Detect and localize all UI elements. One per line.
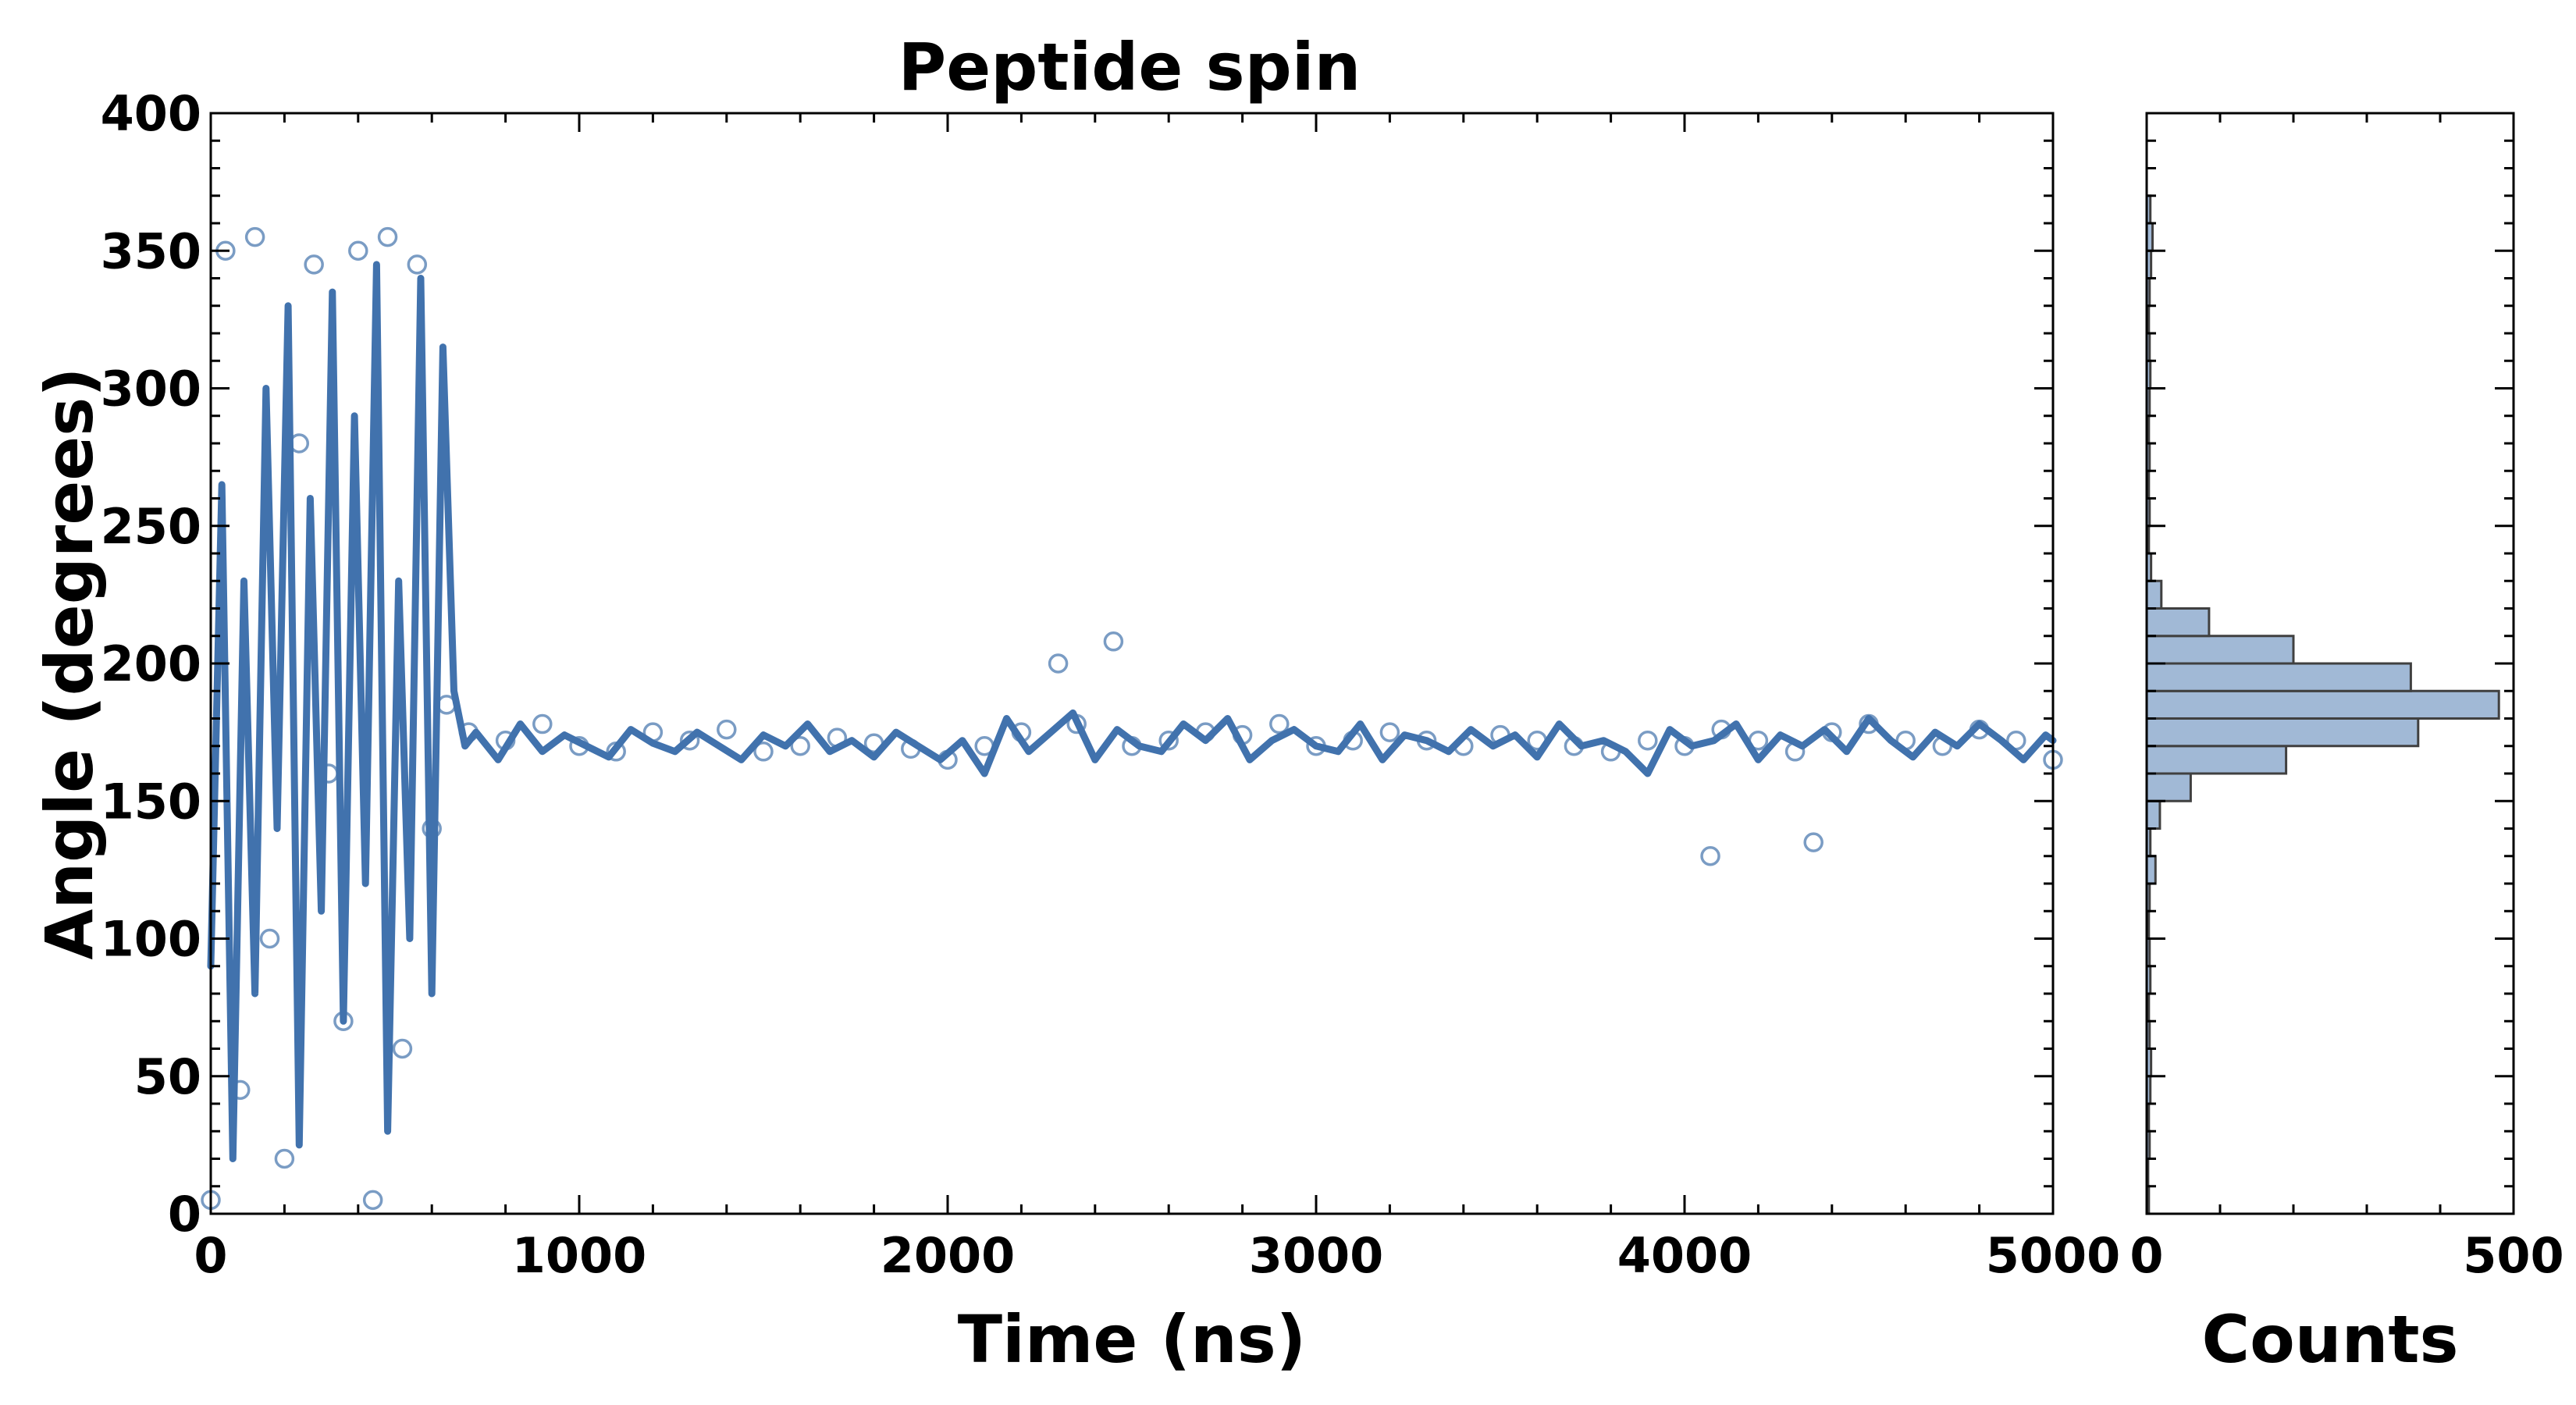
scatter-point xyxy=(304,254,324,275)
histogram-bar xyxy=(2145,579,2163,610)
x-tick-label: 0 xyxy=(194,1227,227,1284)
x-tick-label: 4000 xyxy=(1617,1227,1752,1284)
y-tick-label: 100 xyxy=(101,911,201,968)
histogram-bars xyxy=(2145,194,2500,1215)
x-axis-label: Time (ns) xyxy=(958,1301,1306,1378)
chart-title: Peptide spin xyxy=(898,29,1361,105)
scatter-point xyxy=(1638,730,1658,751)
scatter-point xyxy=(407,254,428,275)
histogram-x-tick-label: 0 xyxy=(2129,1227,2163,1284)
y-tick-label: 400 xyxy=(101,85,201,142)
scatter-point xyxy=(790,736,810,756)
y-tick-label: 350 xyxy=(101,222,201,279)
histogram-bar xyxy=(2145,772,2192,802)
y-tick-label: 150 xyxy=(101,773,201,830)
scatter-points xyxy=(201,226,2063,1211)
histogram-bar xyxy=(2145,607,2211,638)
scatter-point xyxy=(392,1038,413,1059)
scatter-point xyxy=(259,928,280,949)
scatter-point xyxy=(1269,713,1290,735)
scatter-point xyxy=(1158,730,1179,751)
histogram-bar xyxy=(2145,799,2161,830)
y-axis-label: Angle (degrees) xyxy=(31,367,108,959)
scatter-point xyxy=(1700,846,1720,866)
y-tick-label: 300 xyxy=(101,361,201,418)
scatter-point xyxy=(1048,653,1069,674)
histogram-bar xyxy=(2145,662,2412,692)
histogram-x-axis-label: Counts xyxy=(2201,1301,2458,1378)
histogram-x-tick-labels: 0 500 xyxy=(2129,1227,2564,1284)
histogram-x-tick-label: 500 xyxy=(2463,1227,2564,1284)
scatter-point xyxy=(1803,832,1823,852)
y-tick-label: 200 xyxy=(101,635,201,692)
x-tick-label: 5000 xyxy=(1986,1227,2121,1284)
y-tick-label: 50 xyxy=(134,1048,201,1105)
histogram-panel: 0 500 Counts xyxy=(2129,112,2564,1378)
scatter-point xyxy=(244,226,265,247)
histogram-bar xyxy=(2145,717,2420,748)
main-panel: Peptide spin 0 1000 2000 3000 4000 5000 0 50 10… xyxy=(31,29,2120,1378)
main-plot-frame xyxy=(209,112,2055,1215)
scatter-point xyxy=(717,719,737,740)
x-tick-label: 1000 xyxy=(512,1227,647,1284)
y-tick-labels: 0 50 100 150 200 250 300 350 400 xyxy=(101,85,201,1243)
scatter-point xyxy=(274,1148,295,1169)
histogram-bar xyxy=(2145,689,2500,720)
x-tick-label: 3000 xyxy=(1249,1227,1384,1284)
scatter-point xyxy=(362,1190,383,1211)
series-line xyxy=(207,261,2057,1162)
scatter-point xyxy=(1379,722,1400,742)
scatter-point xyxy=(753,742,774,762)
scatter-point xyxy=(348,240,368,261)
histogram-bar xyxy=(2145,745,2288,775)
scatter-point xyxy=(679,730,700,751)
scatter-point xyxy=(532,713,553,735)
histogram-ticks xyxy=(2145,112,2515,1215)
y-tick-label: 0 xyxy=(168,1186,201,1243)
scatter-point xyxy=(1103,631,1124,652)
histogram-bar xyxy=(2145,635,2295,665)
x-tick-labels: 0 1000 2000 3000 4000 5000 xyxy=(194,1227,2120,1284)
main-ticks xyxy=(209,112,2055,1215)
histogram-bar xyxy=(2145,855,2157,885)
scatter-point xyxy=(377,226,398,247)
x-tick-label: 2000 xyxy=(881,1227,1016,1284)
y-tick-label: 250 xyxy=(101,498,201,555)
